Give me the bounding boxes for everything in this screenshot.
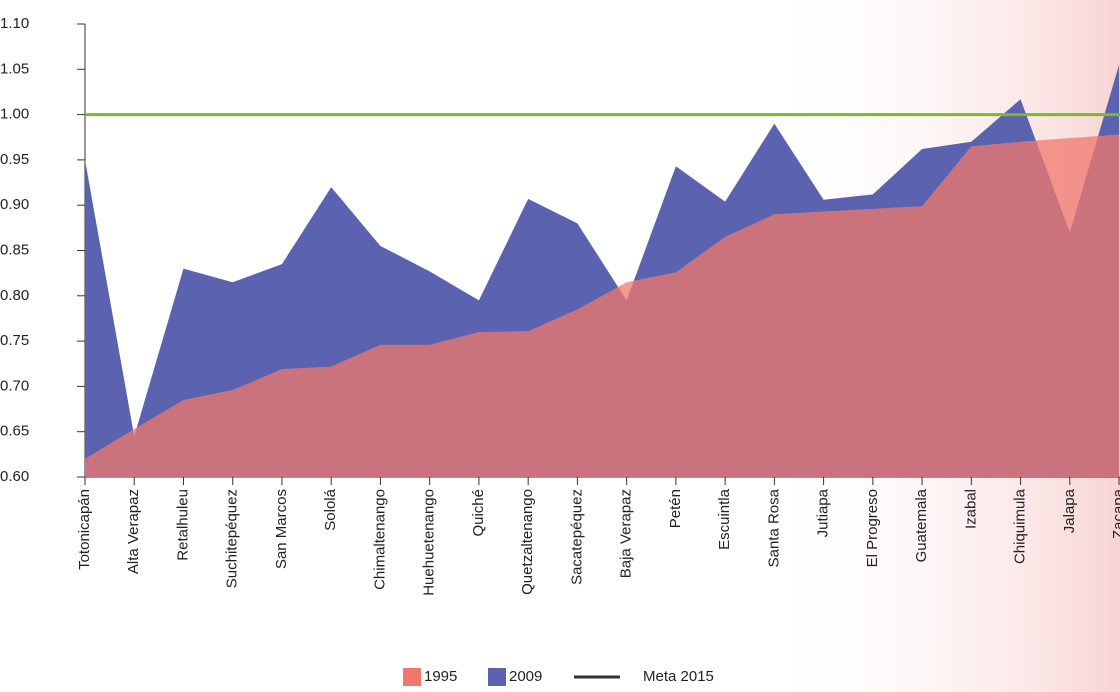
y-tick-label: 1.10 [0,15,29,32]
x-tick-label: San Marcos [273,489,290,569]
x-tick-label: El Progreso [864,489,881,567]
x-tick-label: Santa Rosa [765,488,782,567]
x-tick-label: Alta Verapaz [125,489,142,574]
y-tick-label: 0.65 [0,423,29,440]
x-tick-label: Jutiapa [815,488,832,537]
y-tick-label: 0.80 [0,287,29,304]
x-tick-label: Retalhuleu [174,489,191,561]
x-tick-label: Sacatepéquez [568,489,585,585]
x-tick-label: Huehuetenango [421,489,438,596]
y-tick-label: 0.95 [0,151,29,168]
y-tick-label: 0.60 [0,468,29,485]
x-tick-label: Quiché [470,489,487,537]
x-tick-label: Jalapa [1061,488,1078,533]
x-tick-label: Baja Verapaz [618,489,635,578]
legend-swatch [403,668,421,686]
x-tick-label: Suchitepéquez [224,489,241,588]
x-tick-label: Petén [667,489,684,528]
x-tick-label: Zacapa [1110,488,1120,539]
y-tick-label: 0.70 [0,377,29,394]
x-tick-label: Totonicapán [76,489,93,570]
legend-label: Meta 2015 [643,668,714,685]
legend-swatch [488,668,506,686]
x-tick-label: Chimaltenango [371,489,388,590]
y-tick-label: 1.00 [0,106,29,123]
area [85,134,1120,478]
y-tick-label: 0.90 [0,196,29,213]
x-tick-label: Chiquimula [1012,488,1029,564]
x-tick-label: Quetzaltenango [519,489,536,595]
y-tick-label: 0.85 [0,241,29,258]
y-tick-label: 1.05 [0,60,29,77]
x-tick-label: Sololá [322,488,339,530]
legend-label: 1995 [424,668,457,685]
x-tick-label: Escuintla [716,488,733,550]
legend-label: 2009 [509,668,542,685]
x-tick-label: Guatemala [913,488,930,562]
y-tick-label: 0.75 [0,332,29,349]
x-tick-label: Izabal [962,489,979,529]
